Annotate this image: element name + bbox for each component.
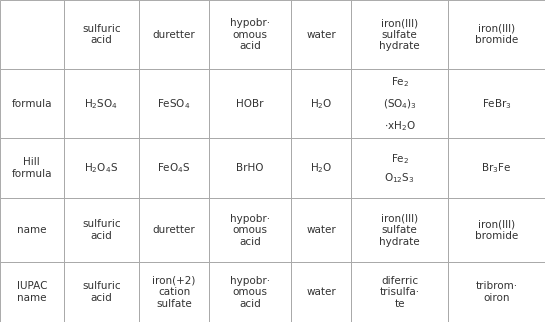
Text: hypobr·
omous
acid: hypobr· omous acid bbox=[230, 213, 270, 247]
Text: $\mathregular{\cdot xH_2O}$: $\mathregular{\cdot xH_2O}$ bbox=[384, 119, 416, 133]
Bar bbox=[0, 138, 64, 198]
Text: Hill
formula: Hill formula bbox=[11, 157, 52, 179]
Bar bbox=[290, 69, 351, 138]
Text: $\mathregular{H_2O}$: $\mathregular{H_2O}$ bbox=[310, 161, 332, 175]
Text: iron(III)
bromide: iron(III) bromide bbox=[475, 24, 518, 45]
Bar bbox=[209, 0, 290, 69]
Text: HOBr: HOBr bbox=[236, 99, 264, 109]
Bar bbox=[140, 138, 209, 198]
Bar bbox=[448, 0, 545, 69]
Bar bbox=[64, 198, 140, 262]
Text: duretter: duretter bbox=[153, 225, 196, 235]
Bar bbox=[140, 0, 209, 69]
Bar bbox=[290, 198, 351, 262]
Bar bbox=[448, 69, 545, 138]
Bar bbox=[64, 69, 140, 138]
Text: IUPAC
name: IUPAC name bbox=[16, 281, 47, 303]
Text: iron(III)
bromide: iron(III) bromide bbox=[475, 219, 518, 241]
Text: hypobr·
omous
acid: hypobr· omous acid bbox=[230, 276, 270, 309]
Text: BrHO: BrHO bbox=[236, 163, 264, 173]
Text: $\mathregular{FeBr_3}$: $\mathregular{FeBr_3}$ bbox=[482, 97, 512, 111]
Text: diferric
trisulfa·
te: diferric trisulfa· te bbox=[380, 276, 420, 309]
Text: tribrom·
oiron: tribrom· oiron bbox=[475, 281, 518, 303]
Text: $\mathregular{H_2SO_4}$: $\mathregular{H_2SO_4}$ bbox=[84, 97, 118, 111]
Text: $\mathregular{FeSO_4}$: $\mathregular{FeSO_4}$ bbox=[158, 97, 191, 111]
Text: $\mathregular{H_2O}$: $\mathregular{H_2O}$ bbox=[310, 97, 332, 111]
Text: formula: formula bbox=[11, 99, 52, 109]
Text: sulfuric
acid: sulfuric acid bbox=[82, 24, 121, 45]
Bar bbox=[351, 69, 448, 138]
Bar bbox=[140, 262, 209, 322]
Bar bbox=[351, 198, 448, 262]
Text: water: water bbox=[306, 287, 336, 297]
Bar bbox=[209, 262, 290, 322]
Text: $\mathregular{Fe_2}$: $\mathregular{Fe_2}$ bbox=[391, 152, 409, 166]
Bar bbox=[0, 262, 64, 322]
Bar bbox=[209, 198, 290, 262]
Bar bbox=[448, 138, 545, 198]
Bar bbox=[64, 0, 140, 69]
Text: water: water bbox=[306, 30, 336, 40]
Text: iron(+2)
cation
sulfate: iron(+2) cation sulfate bbox=[153, 276, 196, 309]
Bar bbox=[209, 138, 290, 198]
Text: $\mathregular{(SO_4)_3}$: $\mathregular{(SO_4)_3}$ bbox=[383, 97, 417, 111]
Bar bbox=[0, 0, 64, 69]
Bar bbox=[290, 0, 351, 69]
Text: sulfuric
acid: sulfuric acid bbox=[82, 219, 121, 241]
Text: duretter: duretter bbox=[153, 30, 196, 40]
Text: name: name bbox=[17, 225, 46, 235]
Text: iron(III)
sulfate
hydrate: iron(III) sulfate hydrate bbox=[379, 213, 420, 247]
Bar bbox=[448, 262, 545, 322]
Text: $\mathregular{H_2O_4S}$: $\mathregular{H_2O_4S}$ bbox=[84, 161, 118, 175]
Bar bbox=[351, 138, 448, 198]
Text: sulfuric
acid: sulfuric acid bbox=[82, 281, 121, 303]
Text: iron(III)
sulfate
hydrate: iron(III) sulfate hydrate bbox=[379, 18, 420, 51]
Bar bbox=[290, 262, 351, 322]
Bar bbox=[64, 138, 140, 198]
Bar bbox=[64, 262, 140, 322]
Bar bbox=[140, 198, 209, 262]
Text: $\mathregular{O_{12}S_3}$: $\mathregular{O_{12}S_3}$ bbox=[384, 171, 415, 185]
Text: $\mathregular{Br_3Fe}$: $\mathregular{Br_3Fe}$ bbox=[481, 161, 512, 175]
Bar bbox=[290, 138, 351, 198]
Text: hypobr·
omous
acid: hypobr· omous acid bbox=[230, 18, 270, 51]
Bar bbox=[0, 198, 64, 262]
Text: $\mathregular{Fe_2}$: $\mathregular{Fe_2}$ bbox=[391, 75, 409, 89]
Text: $\mathregular{FeO_4S}$: $\mathregular{FeO_4S}$ bbox=[158, 161, 191, 175]
Bar bbox=[140, 69, 209, 138]
Bar bbox=[0, 69, 64, 138]
Text: water: water bbox=[306, 225, 336, 235]
Bar bbox=[448, 198, 545, 262]
Bar bbox=[351, 262, 448, 322]
Bar bbox=[209, 69, 290, 138]
Bar bbox=[351, 0, 448, 69]
